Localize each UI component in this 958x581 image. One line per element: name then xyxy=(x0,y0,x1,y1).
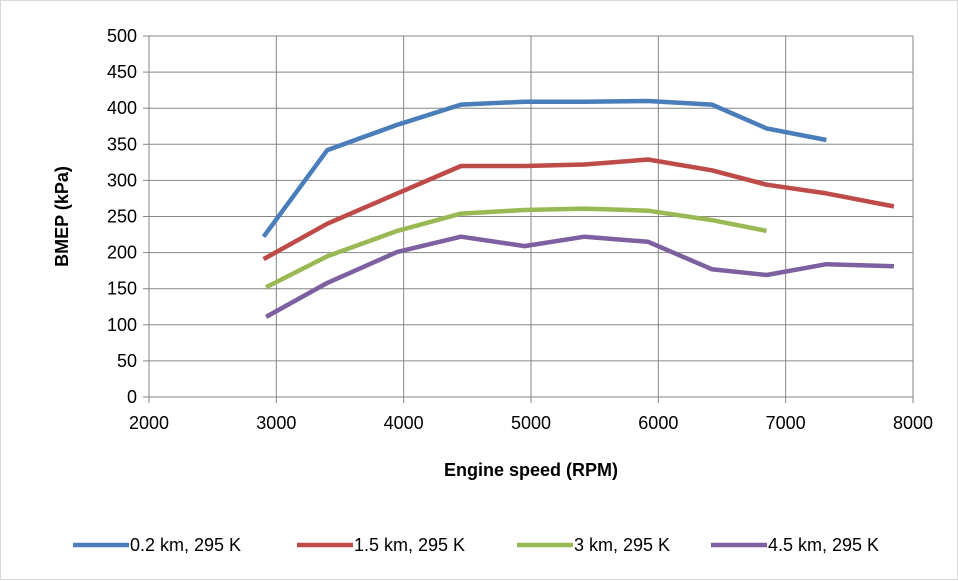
legend-label-4: 4.5 km, 295 K xyxy=(768,535,879,555)
y-tick-label: 300 xyxy=(107,170,137,190)
x-tick-label: 8000 xyxy=(893,413,933,433)
y-tick-label: 350 xyxy=(107,134,137,154)
y-tick-label: 500 xyxy=(107,26,137,46)
y-tick-label: 400 xyxy=(107,98,137,118)
axes xyxy=(143,35,914,403)
series-line-4 xyxy=(265,234,894,319)
legend: 0.2 km, 295 K 1.5 km, 295 K 3 km, 295 K 4.5… xyxy=(73,535,879,555)
y-tick-label: 100 xyxy=(107,315,137,335)
y-tick-label: 0 xyxy=(127,387,137,407)
legend-label-3: 3 km, 295 K xyxy=(574,535,670,555)
y-tick-label: 50 xyxy=(117,351,137,371)
y-tick-label: 200 xyxy=(107,243,137,263)
series-line-1 xyxy=(261,98,827,239)
legend-label-2: 1.5 km, 295 K xyxy=(354,535,465,555)
x-tick-label: 2000 xyxy=(129,413,169,433)
y-axis-title: BMEP (kPa) xyxy=(52,166,72,267)
x-tick-label: 3000 xyxy=(256,413,296,433)
x-tick-label: 7000 xyxy=(766,413,806,433)
tick-labels: 0 50 100 150 200 250 300 350 400 450 500 2000 3000 40… xyxy=(107,26,933,433)
series-line-3 xyxy=(265,206,768,290)
x-tick-label: 4000 xyxy=(384,413,424,433)
series-line-2 xyxy=(262,157,895,262)
x-tick-label: 6000 xyxy=(638,413,678,433)
y-tick-label: 150 xyxy=(107,279,137,299)
y-tick-label: 450 xyxy=(107,62,137,82)
x-axis-title: Engine speed (RPM) xyxy=(444,460,618,480)
grid-lines xyxy=(149,35,914,397)
legend-label-1: 0.2 km, 295 K xyxy=(130,535,241,555)
x-tick-label: 5000 xyxy=(511,413,551,433)
series-lines xyxy=(261,98,895,319)
y-tick-label: 250 xyxy=(107,207,137,227)
